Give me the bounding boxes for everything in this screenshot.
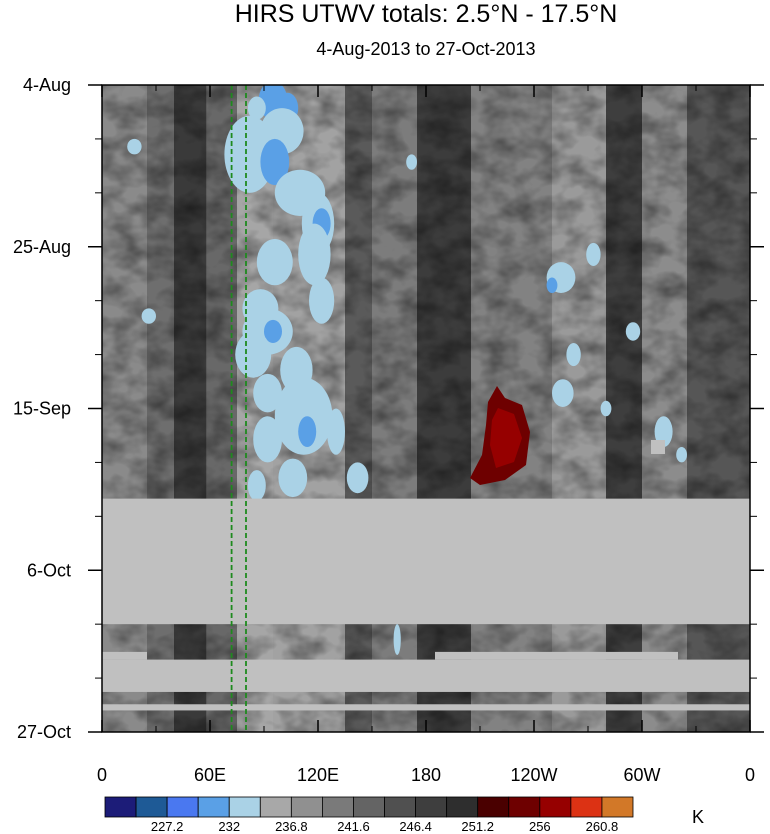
anomaly-blob — [298, 416, 317, 448]
anomaly-blob — [546, 277, 558, 293]
texture-layer — [102, 85, 750, 732]
colorbar-swatch — [228, 796, 261, 818]
colorbar-swatch — [508, 796, 541, 818]
colorbar-swatch — [415, 796, 448, 818]
y-tick-label: 15-Sep — [13, 399, 71, 419]
anomaly-blob — [600, 400, 612, 417]
missing-data-band — [435, 651, 678, 660]
anomaly-blob — [346, 462, 369, 494]
y-tick-label: 6-Oct — [27, 560, 71, 580]
x-tick-label: 60W — [623, 765, 660, 785]
colorbar-swatch — [353, 796, 385, 818]
anomaly-blob — [247, 470, 266, 501]
x-tick-label: 180 — [411, 765, 441, 785]
anomaly-blob — [256, 239, 293, 286]
colorbar-swatch — [570, 796, 603, 818]
colorbar-swatch — [104, 796, 137, 818]
colorbar-swatch — [290, 796, 323, 818]
anomaly-blob — [141, 308, 156, 324]
anomaly-blob — [552, 379, 574, 407]
anomaly-blob — [566, 343, 581, 367]
anomaly-blob — [260, 138, 290, 186]
colorbar-swatch — [446, 796, 479, 818]
colorbar-label: 232 — [218, 819, 240, 834]
missing-data-band — [102, 659, 750, 692]
chart-title: HIRS UTWV totals: 2.5°N - 17.5°N — [234, 0, 618, 28]
anomaly-blob — [625, 322, 641, 341]
anomaly-blob — [224, 115, 275, 193]
anomaly-blob — [676, 447, 687, 463]
anomaly-blob — [247, 96, 266, 120]
plot-area — [102, 85, 750, 732]
y-tick-label: 4-Aug — [23, 75, 71, 95]
y-tick-label: 25-Aug — [13, 237, 71, 257]
anomaly-blob — [127, 138, 142, 155]
anomaly-blob — [253, 373, 282, 413]
anomaly-blob — [309, 277, 335, 324]
x-tick-label: 120E — [297, 765, 339, 785]
x-tick-label: 0 — [97, 765, 107, 785]
colorbar-label: 251.2 — [461, 819, 494, 834]
colorbar: 227.2 232 236.8 241.6 246.4 251.2 256 260.8 — [104, 796, 634, 834]
anomaly-blob — [586, 242, 601, 267]
anomaly-blob — [253, 416, 282, 463]
anomaly-blob — [274, 377, 333, 455]
anomaly-blob — [406, 154, 417, 170]
colorbar-swatch — [322, 796, 354, 818]
anomaly-blob — [264, 319, 282, 344]
anomaly-blob — [298, 223, 331, 286]
missing-data-band — [102, 498, 750, 625]
missing-pixel — [651, 440, 665, 454]
x-tick-label: 0 — [745, 765, 755, 785]
colorbar-swatch — [259, 796, 292, 818]
x-tick-label: 120W — [510, 765, 557, 785]
chart-subtitle: 4-Aug-2013 to 27-Oct-2013 — [316, 39, 536, 59]
anomaly-blob — [278, 458, 308, 498]
anomaly-blob — [327, 408, 345, 455]
colorbar-label: 260.8 — [586, 819, 619, 834]
missing-data-band — [102, 651, 147, 660]
colorbar-swatch — [601, 796, 634, 818]
colorbar-swatch — [135, 796, 168, 818]
colorbar-swatch — [539, 796, 572, 818]
colorbar-unit: K — [692, 807, 704, 827]
anomaly-blob — [393, 624, 401, 655]
colorbar-swatch — [384, 796, 416, 818]
colorbar-label: 236.8 — [275, 819, 308, 834]
x-tick-label: 60E — [194, 765, 226, 785]
anomaly-blob — [654, 416, 673, 448]
colorbar-label: 227.2 — [151, 819, 184, 834]
missing-data-band — [102, 704, 750, 711]
colorbar-label: 256 — [529, 819, 551, 834]
dry-anomaly-core — [490, 408, 522, 468]
colorbar-swatch — [166, 796, 199, 818]
colorbar-label: 241.6 — [337, 819, 370, 834]
anomaly-blob — [235, 331, 272, 378]
colorbar-swatch — [477, 796, 510, 818]
colorbar-label: 246.4 — [399, 819, 432, 834]
y-tick-label: 27-Oct — [17, 722, 71, 742]
colorbar-swatch — [197, 796, 230, 818]
